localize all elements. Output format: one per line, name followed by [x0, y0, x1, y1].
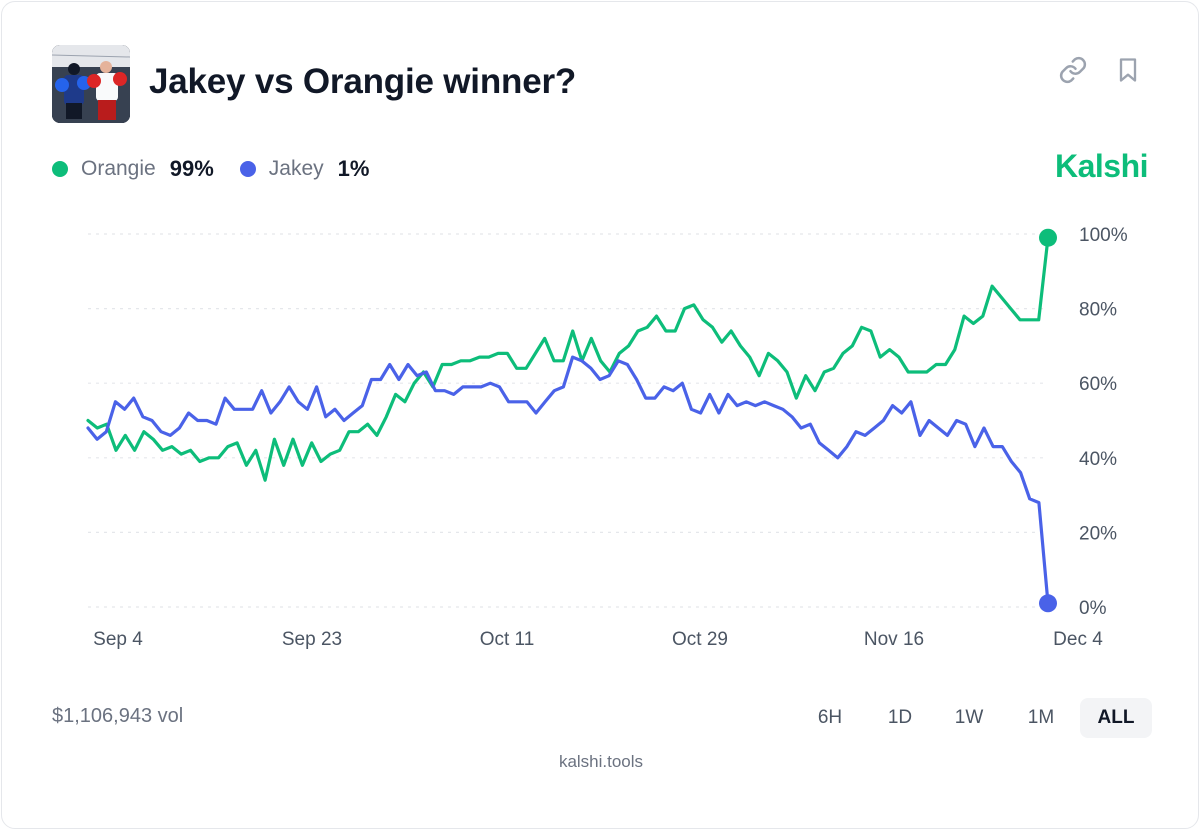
link-icon [1059, 56, 1087, 84]
legend-dot-orangie [52, 161, 68, 177]
market-title: Jakey vs Orangie winner? [149, 62, 577, 101]
price-chart: 100% 80% 60% 40% 20% 0% Sep 4 Sep 23 Oct 11 Oct 2… [86, 225, 1128, 650]
brand-logo: Kalshi [1054, 148, 1149, 184]
y-tick-label: 60% [1079, 374, 1117, 395]
y-tick-label: 40% [1079, 449, 1117, 470]
series-endpoint-jakey [1039, 594, 1057, 613]
market-thumbnail [52, 45, 130, 123]
x-tick-label: Oct 29 [672, 629, 728, 650]
volume-label: $1,106,943 vol [52, 705, 184, 727]
y-tick-label: 0% [1079, 598, 1107, 619]
x-tick-label: Nov 16 [864, 629, 924, 650]
copy-link-button[interactable] [1057, 54, 1089, 86]
fighters-photo-icon [52, 45, 130, 123]
x-tick-label: Sep 23 [282, 629, 342, 650]
range-1w-button[interactable]: 1W [954, 707, 984, 728]
bookmark-button[interactable] [1112, 54, 1144, 86]
range-6h-button[interactable]: 6H [817, 707, 843, 728]
range-1d-button[interactable]: 1D [887, 707, 913, 728]
x-tick-label: Oct 11 [480, 629, 535, 650]
footer-source: kalshi.tools [558, 752, 644, 771]
series-endpoint-orangie [1039, 228, 1057, 247]
legend-dot-jakey [239, 161, 256, 177]
y-tick-label: 20% [1079, 523, 1117, 544]
chart-legend: Orangie 99% Jakey 1% [52, 154, 395, 184]
legend-name-orangie: Orangie [81, 157, 156, 180]
x-tick-label: Dec 4 [1053, 629, 1103, 650]
y-tick-label: 100% [1079, 225, 1128, 246]
bookmark-icon [1119, 58, 1137, 82]
legend-value-orangie: 99% [169, 156, 214, 181]
range-all-button[interactable]: ALL [1080, 698, 1152, 738]
series-line-jakey [86, 355, 1050, 605]
series-line-orangie [86, 236, 1050, 482]
legend-value-jakey: 1% [337, 156, 370, 181]
x-tick-label: Sep 4 [93, 629, 143, 650]
legend-name-jakey: Jakey [268, 157, 324, 180]
y-tick-label: 80% [1079, 300, 1117, 321]
range-1m-button[interactable]: 1M [1027, 707, 1055, 728]
